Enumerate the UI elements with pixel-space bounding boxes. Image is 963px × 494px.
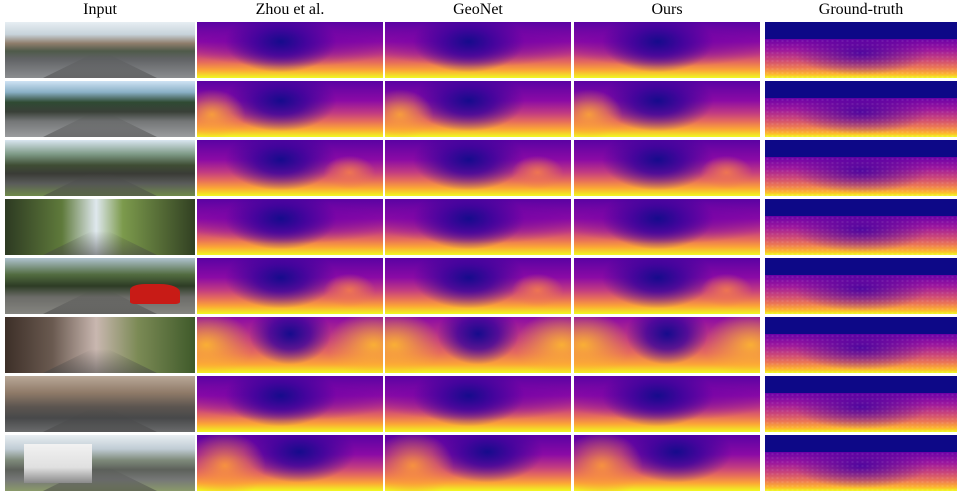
geonet-image-row-1 — [385, 22, 571, 78]
ours-image-row-4 — [574, 199, 760, 255]
input-image-row-8 — [5, 435, 195, 491]
geonet-image-row-4 — [385, 199, 571, 255]
road-region — [43, 349, 157, 373]
ground-truth-image-row-5 — [765, 258, 957, 314]
road-region — [43, 54, 157, 78]
column-title-geonet: GeoNet — [453, 1, 503, 18]
zhou-image-row-2 — [197, 81, 383, 137]
zhou-image-row-5 — [197, 258, 383, 314]
column-title-input: Input — [83, 1, 117, 18]
ours-image-row-6 — [574, 317, 760, 373]
zhou-image-row-1 — [197, 22, 383, 78]
zhou-image-row-4 — [197, 199, 383, 255]
column-title-ours: Ours — [651, 1, 683, 18]
geonet-image-row-3 — [385, 140, 571, 196]
ground-truth-image-row-4 — [765, 199, 957, 255]
ours-image-row-2 — [574, 81, 760, 137]
ours-image-row-3 — [574, 140, 760, 196]
ours-image-row-1 — [574, 22, 760, 78]
geonet-image-row-7 — [385, 376, 571, 432]
road-region — [43, 231, 157, 255]
geonet-image-row-5 — [385, 258, 571, 314]
road-region — [43, 113, 157, 137]
red-car — [130, 283, 180, 304]
input-image-row-1 — [5, 22, 195, 78]
input-image-row-3 — [5, 140, 195, 196]
ground-truth-image-row-8 — [765, 435, 957, 491]
input-image-row-6 — [5, 317, 195, 373]
zhou-image-row-8 — [197, 435, 383, 491]
column-title-zhou: Zhou et al. — [255, 1, 325, 18]
zhou-image-row-6 — [197, 317, 383, 373]
geonet-image-row-6 — [385, 317, 571, 373]
truck — [24, 443, 93, 484]
ground-truth-image-row-6 — [765, 317, 957, 373]
zhou-image-row-3 — [197, 140, 383, 196]
ours-image-row-7 — [574, 376, 760, 432]
input-image-row-5 — [5, 258, 195, 314]
column-headers: Input Zhou et al. GeoNet Ours Ground-tru… — [0, 0, 963, 22]
ground-truth-image-row-3 — [765, 140, 957, 196]
road-region — [43, 408, 157, 432]
ground-truth-image-row-1 — [765, 22, 957, 78]
ours-image-row-8 — [574, 435, 760, 491]
ground-truth-image-row-2 — [765, 81, 957, 137]
image-grid — [0, 22, 963, 494]
road-region — [43, 172, 157, 196]
ours-image-row-5 — [574, 258, 760, 314]
input-image-row-2 — [5, 81, 195, 137]
input-image-row-7 — [5, 376, 195, 432]
ground-truth-image-row-7 — [765, 376, 957, 432]
input-image-row-4 — [5, 199, 195, 255]
geonet-image-row-8 — [385, 435, 571, 491]
zhou-image-row-7 — [197, 376, 383, 432]
column-title-ground-truth: Ground-truth — [818, 1, 904, 18]
geonet-image-row-2 — [385, 81, 571, 137]
